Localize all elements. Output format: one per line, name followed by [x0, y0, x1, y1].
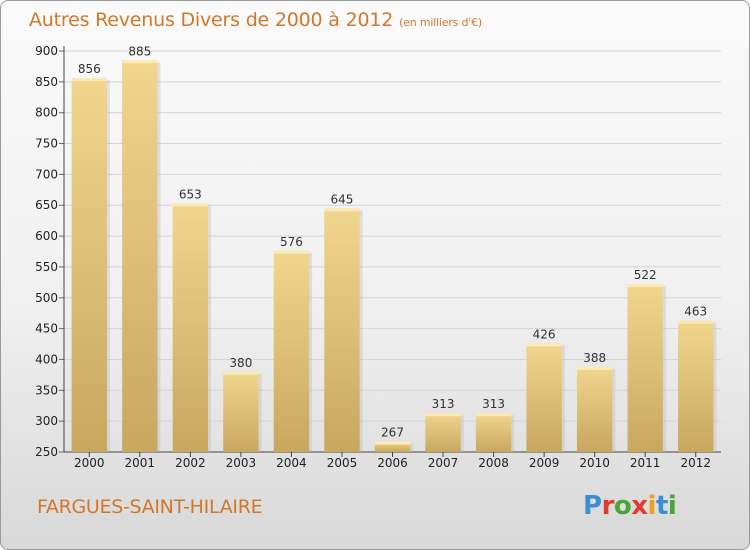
data-labels: 856 885 653 380 576 645 267 313 313 426 388 522 463 — [78, 44, 707, 439]
x-tick-label: 2003 — [226, 456, 257, 470]
logo-letter: r — [601, 491, 615, 521]
chart-title: Autres Revenus Divers de 2000 à 2012 (en … — [29, 9, 482, 31]
bar-top — [374, 441, 411, 445]
x-tick-label: 2012 — [680, 456, 711, 470]
bar — [425, 413, 461, 452]
x-tick-label: 2009 — [529, 456, 560, 470]
bar-top — [172, 203, 209, 207]
y-tick-label: 300 — [35, 414, 58, 428]
x-tick-label: 2010 — [579, 456, 610, 470]
bar-value-label: 645 — [331, 192, 354, 206]
bar-value-label: 313 — [432, 397, 455, 411]
bar-value-label: 313 — [482, 397, 505, 411]
bar-top — [678, 320, 714, 324]
bar-top — [324, 208, 360, 212]
bar-value-label: 576 — [280, 235, 303, 249]
x-tick-label: 2002 — [175, 456, 206, 470]
y-tick-label: 600 — [35, 229, 58, 243]
bar-value-label: 426 — [533, 327, 556, 341]
bar-value-label: 380 — [229, 356, 252, 370]
x-tick-label: 2004 — [276, 456, 307, 470]
bar — [324, 208, 360, 452]
x-tick-label: 2011 — [630, 456, 661, 470]
logo-letter: t — [655, 491, 668, 521]
y-tick-label: 450 — [35, 322, 58, 336]
logo-letter: o — [613, 491, 632, 521]
x-tick-label: 2008 — [478, 456, 509, 470]
logo-letter: x — [631, 491, 648, 521]
bar-top — [627, 284, 663, 288]
y-tick-label: 400 — [35, 352, 58, 366]
bar-top — [273, 250, 310, 254]
bar-top — [223, 371, 259, 375]
y-tick-label: 550 — [35, 260, 58, 274]
bar-top — [122, 60, 158, 64]
x-tick-label: 2000 — [74, 456, 105, 470]
x-tick-label: 2001 — [125, 456, 156, 470]
bars — [71, 60, 717, 452]
x-tick-label: 2005 — [327, 456, 358, 470]
bar-value-label: 522 — [634, 268, 657, 282]
bar-top — [425, 413, 461, 417]
bar-top — [475, 413, 512, 417]
logo-letter: i — [667, 491, 677, 521]
commune-name: FARGUES-SAINT-HILAIRE — [37, 496, 263, 518]
bar — [122, 60, 158, 452]
logo-letter: P — [583, 491, 602, 521]
bar-value-label: 388 — [583, 351, 606, 365]
y-tick-label: 800 — [35, 106, 58, 120]
bar — [475, 413, 512, 452]
bar — [71, 78, 107, 452]
proxiti-logo[interactable]: Proxiti — [583, 491, 677, 521]
y-tick-label: 850 — [35, 75, 58, 89]
logo-letter: i — [647, 491, 657, 521]
bar-value-label: 463 — [684, 305, 707, 319]
bar — [223, 371, 259, 452]
y-tick-label: 350 — [35, 383, 58, 397]
x-tick-label: 2006 — [377, 456, 408, 470]
y-tick-label: 900 — [35, 44, 58, 58]
bar-value-label: 856 — [78, 62, 101, 76]
y-tick-label: 700 — [35, 167, 58, 181]
bar — [172, 203, 209, 452]
bar — [576, 366, 613, 452]
bar-top — [576, 366, 613, 370]
bar — [273, 250, 310, 452]
bar — [526, 343, 562, 452]
chart-title-text: Autres Revenus Divers de 2000 à 2012 — [29, 9, 394, 31]
bar — [678, 320, 714, 452]
bar — [627, 284, 663, 452]
bar — [374, 441, 411, 452]
bar-top — [526, 343, 562, 347]
y-tick-label: 500 — [35, 291, 58, 305]
chart-subtitle: (en milliers d'€) — [399, 16, 483, 29]
bar-value-label: 267 — [381, 426, 404, 440]
bar-value-label: 885 — [128, 44, 151, 58]
y-tick-label: 650 — [35, 198, 58, 212]
y-tick-label: 750 — [35, 137, 58, 151]
bar-top — [71, 78, 107, 82]
grid-lines — [64, 50, 721, 453]
bar-value-label: 653 — [179, 187, 202, 201]
y-tick-label: 250 — [35, 445, 58, 459]
x-tick-label: 2007 — [428, 456, 459, 470]
